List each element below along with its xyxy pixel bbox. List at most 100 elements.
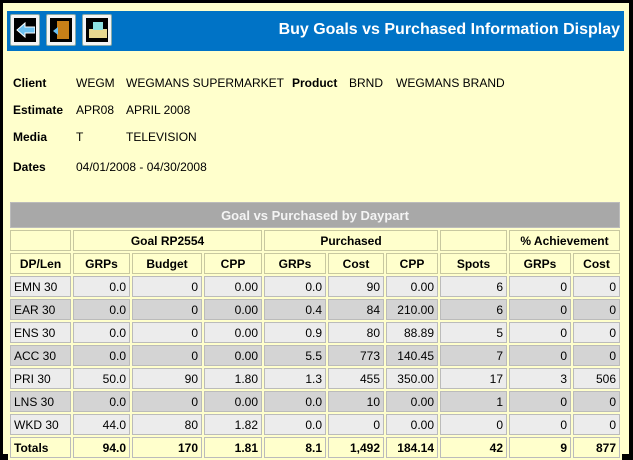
estimate-label: Estimate: [13, 103, 64, 117]
table-cell: WKD 30: [10, 414, 71, 435]
table-row: PRI 30 50.0 90 1.80 1.3 455 350.00 17 3 506: [10, 368, 620, 389]
table-cell: EMN 30: [10, 276, 71, 297]
table-cell: 170: [132, 437, 202, 458]
table-cell: 0: [132, 345, 202, 366]
table-cell: 88.89: [386, 322, 438, 343]
table-cell: 0.00: [204, 276, 262, 297]
table-cell: 0: [573, 391, 620, 412]
client-label: Client: [13, 76, 47, 90]
dates-value: 04/01/2008 - 04/30/2008: [76, 160, 207, 174]
table-cell: 0.00: [386, 414, 438, 435]
back-button[interactable]: [10, 14, 40, 46]
table-cell: 0.0: [73, 322, 130, 343]
table-caption: Goal vs Purchased by Daypart: [10, 202, 620, 228]
table-cell: 84: [328, 299, 384, 320]
table-cell: 455: [328, 368, 384, 389]
table-cell: 350.00: [386, 368, 438, 389]
column-header: GRPs: [73, 253, 130, 274]
table-row: LNS 30 0.0 0 0.00 0.0 10 0.00 1 0 0: [10, 391, 620, 412]
table-cell: 0: [573, 299, 620, 320]
table-row: EMN 30 0.0 0 0.00 0.0 90 0.00 6 0 0: [10, 276, 620, 297]
table-cell: 0: [509, 414, 571, 435]
table-cell: 90: [132, 368, 202, 389]
table-row: WKD 30 44.0 80 1.82 0.0 0 0.00 0 0 0: [10, 414, 620, 435]
table-cell: 0.0: [73, 391, 130, 412]
table-row: EAR 30 0.0 0 0.00 0.4 84 210.00 6 0 0: [10, 299, 620, 320]
table-cell: 0.0: [264, 391, 326, 412]
column-header: CPP: [386, 253, 438, 274]
table-cell: 0: [573, 345, 620, 366]
table-cell: 0: [509, 299, 571, 320]
group-purchased: Purchased: [264, 230, 438, 251]
table-cell: 6: [440, 299, 507, 320]
table-cell: 90: [328, 276, 384, 297]
table-cell: 80: [132, 414, 202, 435]
table-cell: 1,492: [328, 437, 384, 458]
table-cell: PRI 30: [10, 368, 71, 389]
exit-button[interactable]: [46, 14, 76, 46]
table-cell: 184.14: [386, 437, 438, 458]
table-cell: 0.0: [73, 299, 130, 320]
table-cell: 773: [328, 345, 384, 366]
table-cell: 1.3: [264, 368, 326, 389]
table-cell: 0.4: [264, 299, 326, 320]
table-cell: 94.0: [73, 437, 130, 458]
client-name: WEGMANS SUPERMARKET: [126, 76, 285, 90]
table-cell: 140.45: [386, 345, 438, 366]
table-cell: 0.00: [386, 276, 438, 297]
product-label: Product: [292, 76, 338, 90]
print-icon: [89, 22, 107, 38]
client-code: WEGM: [76, 76, 115, 90]
group-empty: [440, 230, 507, 251]
table-cell: 6: [440, 276, 507, 297]
table-cell: 0: [509, 322, 571, 343]
table-cell: 1.82: [204, 414, 262, 435]
table-cell: 8.1: [264, 437, 326, 458]
table-cell: 1: [440, 391, 507, 412]
estimate-name: APRIL 2008: [126, 103, 191, 117]
product-code: BRND: [349, 76, 384, 90]
table-cell: 50.0: [73, 368, 130, 389]
table-cell: 5: [440, 322, 507, 343]
table-cell: 0: [573, 414, 620, 435]
table-cell: 0: [440, 414, 507, 435]
table-cell: 0: [132, 391, 202, 412]
media-name: TELEVISION: [126, 130, 197, 144]
table-cell: 1.80: [204, 368, 262, 389]
daypart-table: Goal vs Purchased by Daypart Goal RP2554…: [8, 200, 622, 460]
table-cell: 0.00: [386, 391, 438, 412]
table-cell: 0.0: [264, 276, 326, 297]
table-cell: 5.5: [264, 345, 326, 366]
page: Buy Goals vs Purchased Information Displ…: [3, 3, 629, 460]
table-cell: 42: [440, 437, 507, 458]
table-cell: Totals: [10, 437, 71, 458]
table-cell: 7: [440, 345, 507, 366]
table-cell: 0: [573, 276, 620, 297]
column-header: GRPs: [264, 253, 326, 274]
table-cell: 0: [509, 276, 571, 297]
table-cell: 0: [509, 391, 571, 412]
product-name: WEGMANS BRAND: [396, 76, 505, 90]
column-header: Cost: [573, 253, 620, 274]
exit-icon: [53, 21, 69, 39]
column-header: Spots: [440, 253, 507, 274]
table-cell: 0.00: [204, 391, 262, 412]
table-cell: 80: [328, 322, 384, 343]
table-cell: 0.0: [73, 276, 130, 297]
table-cell: 210.00: [386, 299, 438, 320]
table-cell: 17: [440, 368, 507, 389]
table-cell: 0.00: [204, 345, 262, 366]
table-cell: 3: [509, 368, 571, 389]
back-icon: [16, 21, 35, 39]
table-cell: 0: [328, 414, 384, 435]
group-goal: Goal RP2554: [73, 230, 262, 251]
table-cell: 0: [132, 299, 202, 320]
table-cell: 0: [132, 322, 202, 343]
table-cell: 0: [509, 345, 571, 366]
toolbar: Buy Goals vs Purchased Information Displ…: [7, 11, 624, 51]
page-title: Buy Goals vs Purchased Information Displ…: [278, 21, 620, 38]
print-button[interactable]: [82, 14, 112, 46]
table-cell: LNS 30: [10, 391, 71, 412]
group-achievement: % Achievement: [509, 230, 620, 251]
table-cell: 0: [132, 276, 202, 297]
